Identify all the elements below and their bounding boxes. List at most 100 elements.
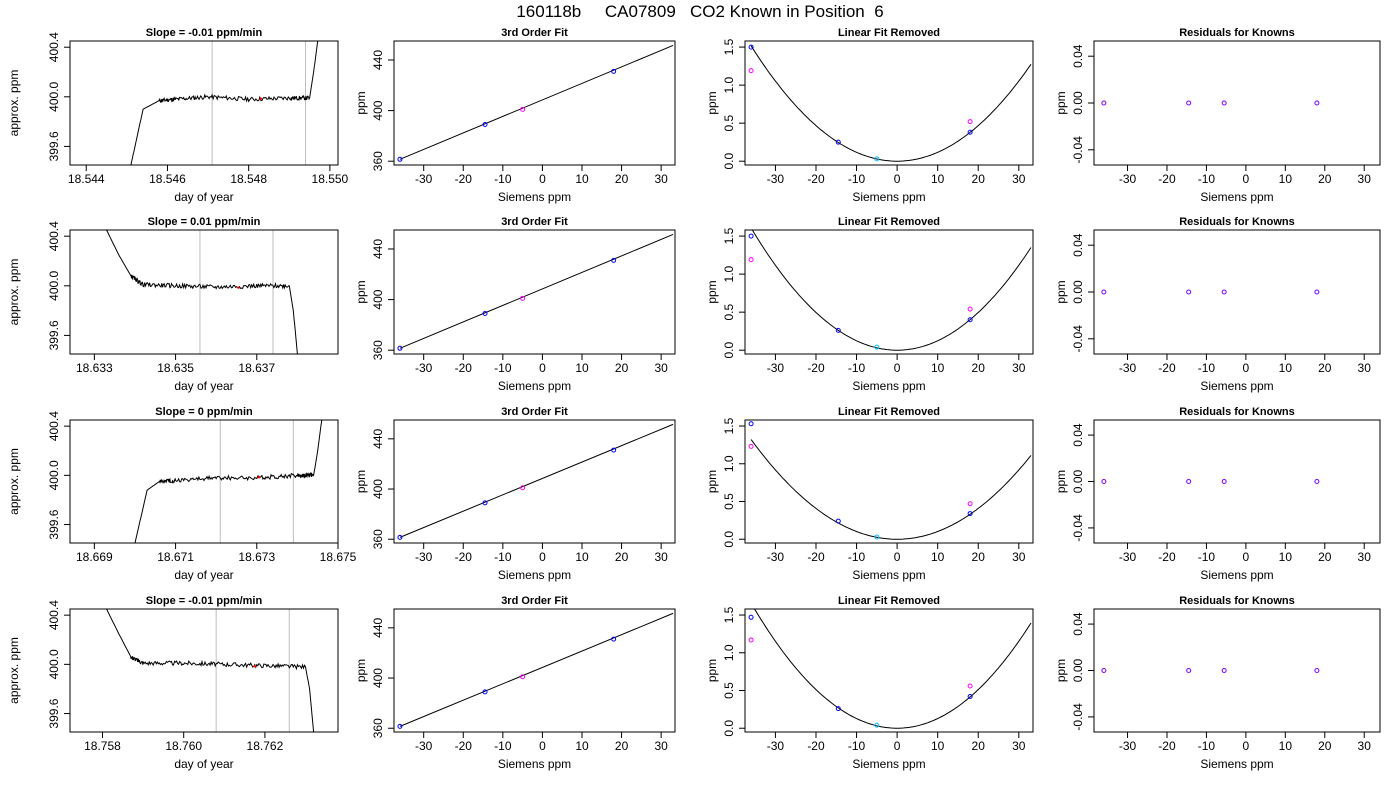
chart-panel-1-2: 3rd Order Fit Siemens ppm ppm -30 -20 -10 0 10 2… bbox=[354, 27, 676, 204]
data-point bbox=[1186, 100, 1192, 106]
y-tick-label: 0.00 bbox=[1071, 469, 1085, 493]
plot-area bbox=[397, 44, 674, 162]
data-point bbox=[520, 295, 526, 301]
x-tick-label: -10 bbox=[848, 172, 866, 186]
x-axis-label: Siemens ppm bbox=[1200, 379, 1273, 393]
page-title: 160118b CA07809 CO2 Known in Position 6 bbox=[516, 2, 884, 21]
y-tick-label: 400.0 bbox=[47, 460, 61, 490]
fit-curve bbox=[750, 45, 1032, 162]
x-tick-label: 10 bbox=[1279, 172, 1293, 186]
x-tick-label: 18.762 bbox=[247, 739, 284, 753]
x-tick-label: -10 bbox=[494, 550, 512, 564]
y-axis-label: ppm bbox=[705, 91, 719, 114]
y-tick-label: 0.0 bbox=[722, 531, 736, 548]
y-tick-label: 1.5 bbox=[722, 38, 736, 55]
x-tick-label: 30 bbox=[654, 739, 668, 753]
data-point bbox=[967, 511, 973, 517]
fit-curve bbox=[751, 230, 1032, 351]
x-tick-label: 30 bbox=[1358, 739, 1372, 753]
y-tick-label: 400.0 bbox=[47, 270, 61, 300]
x-axis-label: Siemens ppm bbox=[1200, 568, 1273, 582]
y-tick-label: 360 bbox=[371, 529, 385, 549]
fit-line bbox=[399, 233, 674, 349]
x-axis-label: Siemens ppm bbox=[498, 379, 571, 393]
chart-panel-3-3: Linear Fit Removed Siemens ppm ppm -30 -20 -1… bbox=[705, 406, 1034, 582]
x-tick-label: 0 bbox=[539, 739, 546, 753]
x-tick-label: 0 bbox=[894, 739, 901, 753]
plot-frame bbox=[393, 419, 676, 544]
x-tick-label: 20 bbox=[1318, 361, 1332, 375]
y-axis-label: ppm bbox=[354, 280, 368, 303]
x-tick-label: 10 bbox=[1279, 550, 1293, 564]
x-tick-label: -30 bbox=[415, 739, 433, 753]
x-tick-label: 10 bbox=[575, 550, 589, 564]
chart-panel-1-1: Slope = -0.01 ppm/min day of year approx. … bbox=[7, 27, 349, 204]
fit-line bbox=[399, 44, 674, 160]
x-tick-label: 18.758 bbox=[84, 739, 121, 753]
data-point bbox=[520, 485, 526, 491]
x-tick-label: 30 bbox=[1358, 172, 1372, 186]
data-point bbox=[748, 614, 754, 620]
y-tick-label: 0.5 bbox=[722, 682, 736, 699]
chart-panel-3-4: Residuals for Knowns Siemens ppm ppm -30 -20… bbox=[1054, 406, 1381, 582]
data-point bbox=[748, 257, 754, 263]
data-point bbox=[397, 156, 403, 162]
data-point bbox=[1101, 289, 1107, 295]
y-tick-label: 0.00 bbox=[1071, 91, 1085, 115]
y-axis-label: ppm bbox=[1054, 470, 1068, 493]
data-point bbox=[1314, 100, 1320, 106]
data-point bbox=[1314, 289, 1320, 295]
plot-area bbox=[748, 44, 1032, 162]
data-point bbox=[1186, 668, 1192, 673]
x-tick-label: -10 bbox=[494, 361, 512, 375]
plot-frame bbox=[1093, 40, 1381, 166]
y-axis-label: ppm bbox=[354, 659, 368, 682]
y-axis-label: ppm bbox=[705, 659, 719, 682]
data-point-marker bbox=[259, 97, 263, 100]
x-tick-label: 0 bbox=[894, 172, 901, 186]
data-point bbox=[967, 683, 973, 689]
x-tick-label: 20 bbox=[1318, 550, 1332, 564]
x-tick-label: -10 bbox=[1198, 550, 1216, 564]
x-tick-label: 20 bbox=[972, 550, 986, 564]
plot-area bbox=[748, 230, 1032, 351]
plot-area bbox=[106, 609, 315, 732]
x-tick-label: -20 bbox=[1158, 361, 1176, 375]
y-tick-label: 360 bbox=[371, 340, 385, 360]
data-point bbox=[1314, 668, 1320, 673]
y-tick-label: 1.0 bbox=[722, 644, 736, 661]
x-tick-label: 10 bbox=[1279, 361, 1293, 375]
x-tick-label: 20 bbox=[615, 550, 629, 564]
x-tick-label: -30 bbox=[415, 550, 433, 564]
plot-area bbox=[397, 612, 674, 729]
x-axis-label: day of year bbox=[174, 757, 233, 771]
y-tick-label: 400.4 bbox=[47, 32, 61, 62]
x-tick-label: -20 bbox=[455, 361, 473, 375]
y-axis-label: approx. ppm bbox=[7, 637, 21, 704]
data-point bbox=[1221, 668, 1227, 673]
x-tick-label: 18.673 bbox=[238, 550, 275, 564]
x-tick-label: 10 bbox=[575, 172, 589, 186]
x-tick-label: -20 bbox=[455, 550, 473, 564]
panel-title: Slope = -0.01 ppm/min bbox=[146, 595, 263, 607]
data-point bbox=[397, 534, 403, 540]
x-tick-label: 30 bbox=[654, 361, 668, 375]
data-point bbox=[967, 129, 973, 135]
x-tick-label: -30 bbox=[767, 361, 785, 375]
data-point bbox=[1101, 479, 1107, 484]
fit-curve bbox=[750, 439, 1032, 540]
x-tick-label: 10 bbox=[931, 739, 945, 753]
x-tick-label: -10 bbox=[494, 739, 512, 753]
fit-line bbox=[399, 612, 674, 727]
x-tick-label: 0 bbox=[539, 550, 546, 564]
data-point bbox=[482, 311, 488, 317]
plot-area bbox=[1101, 289, 1320, 295]
data-point bbox=[967, 119, 973, 125]
x-tick-label: 18.548 bbox=[230, 172, 267, 186]
y-axis-label: ppm bbox=[705, 470, 719, 493]
y-axis-label: approx. ppm bbox=[7, 259, 21, 326]
x-axis-label: Siemens ppm bbox=[852, 568, 925, 582]
chart-panel-3-1: Slope = 0 ppm/min day of year approx. ppm 1… bbox=[7, 406, 357, 582]
x-tick-label: 18.550 bbox=[312, 172, 349, 186]
